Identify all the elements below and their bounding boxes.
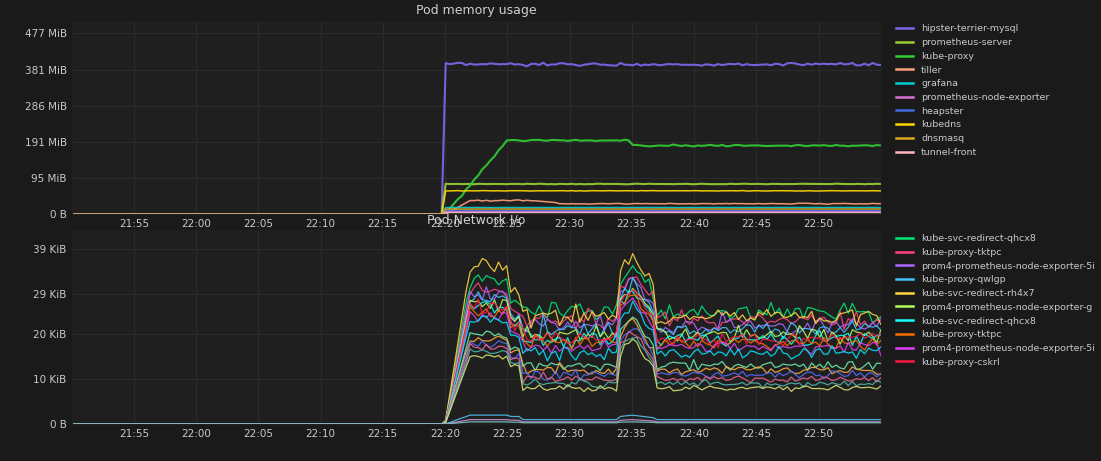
Title: Pod memory usage: Pod memory usage bbox=[416, 4, 536, 17]
Legend: kube-svc-redirect-qhcx8, kube-proxy-tktpc, prom4-prometheus-node-exporter-5i, ku: kube-svc-redirect-qhcx8, kube-proxy-tktp… bbox=[894, 231, 1098, 370]
Title: Pod Network I/o: Pod Network I/o bbox=[427, 213, 525, 226]
Legend: hipster-terrier-mysql, prometheus-server, kube-proxy, tiller, grafana, prometheu: hipster-terrier-mysql, prometheus-server… bbox=[894, 22, 1053, 160]
